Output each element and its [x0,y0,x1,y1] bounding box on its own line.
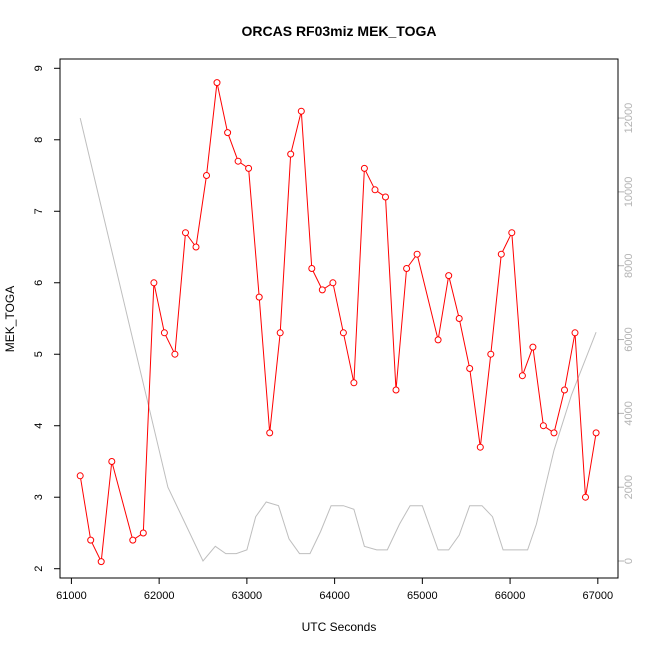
x-tick-label: 66000 [495,590,526,602]
primary-series-point [245,164,253,172]
primary-series-point [476,443,484,451]
primary-series-point [150,279,158,287]
y2-tick-label: 4000 [623,401,635,425]
primary-series-point [308,265,316,272]
primary-series-point [97,558,105,566]
primary-series-point [339,329,347,337]
primary-series-point [87,536,95,544]
primary-series-point [76,472,84,480]
y2-tick-label: 0 [623,558,635,564]
secondary-series [79,117,597,562]
x-tick-label: 62000 [144,590,175,602]
primary-series-point [592,429,600,437]
primary-series-point [571,329,579,337]
y2-tick-label: 8000 [623,253,635,277]
primary-series-point [466,365,474,372]
primary-series-point [508,229,516,237]
y-tick-label: 7 [33,208,45,214]
plot-area-border [59,58,619,579]
y-tick-label: 5 [33,351,45,357]
x-tick-label: 67000 [583,590,614,602]
y2-tick-label: 10000 [623,177,635,208]
primary-series-point [255,293,263,301]
y-tick-label: 6 [33,280,45,286]
x-axis-label: UTC Seconds [302,620,377,634]
primary-series-point [360,164,368,172]
primary-series-point [266,429,274,437]
primary-series-point [318,286,326,294]
y-axis-label: MEK_TOGA [3,286,17,352]
primary-series-point [129,536,137,544]
primary-series-point [350,379,358,387]
primary-series-point [371,186,379,194]
primary-series-point [561,386,568,394]
primary-series-point [455,315,463,322]
primary-series-point [382,193,389,201]
primary-series-point [582,493,589,501]
primary-series-point [182,229,189,237]
chart-title: ORCAS RF03miz MEK_TOGA [242,23,437,39]
primary-series-line [79,82,597,564]
primary-series-point [403,265,411,272]
primary-series-point [224,129,232,137]
primary-series-point [539,422,547,430]
y-tick-label: 8 [33,137,45,143]
primary-series-point [297,107,305,115]
primary-series [76,79,600,566]
x-tick-label: 63000 [232,590,263,602]
primary-series-point [413,250,421,258]
primary-series-point [518,372,526,380]
y-tick-label: 2 [33,566,45,572]
primary-series-point [276,329,284,337]
y-tick-label: 3 [33,494,45,500]
primary-series-point [287,150,295,158]
primary-series-point [329,279,337,287]
y-tick-label: 4 [33,423,45,429]
primary-series-point [171,350,179,358]
primary-series-point [192,243,200,251]
primary-series-point [497,250,505,258]
y2-tick-label: 12000 [623,103,635,134]
primary-series-point [529,343,537,351]
x-tick-label: 65000 [407,590,438,602]
primary-series-point [550,429,558,437]
secondary-series-line [79,117,597,562]
primary-series-point [434,336,442,344]
primary-series-point [234,157,242,165]
primary-series-point [160,329,168,337]
primary-series-point [108,458,116,465]
primary-series-point [487,350,495,358]
primary-series-point [213,79,221,87]
x-tick-label: 61000 [56,590,87,602]
primary-series-point [392,386,400,394]
primary-series-point [203,172,210,179]
y-tick-label: 9 [33,65,45,71]
primary-series-point [139,529,147,537]
primary-series-point [445,272,453,280]
y2-tick-label: 6000 [623,327,635,351]
y2-tick-label: 2000 [623,475,635,499]
x-tick-label: 64000 [319,590,350,602]
